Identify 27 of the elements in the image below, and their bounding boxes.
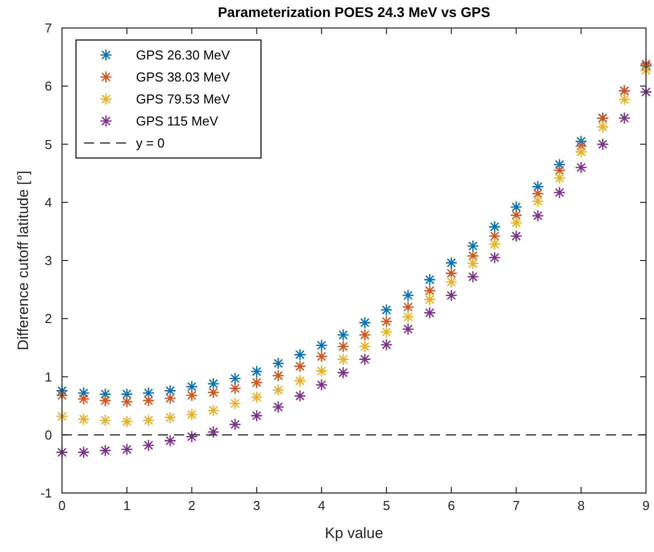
x-tick-label: 1 xyxy=(123,498,131,513)
y-tick-label: 4 xyxy=(44,194,52,210)
x-tick-label: 2 xyxy=(188,498,196,513)
x-tick-label: 7 xyxy=(512,498,520,513)
chart-title: Parameterization POES 24.3 MeV vs GPS xyxy=(218,4,490,20)
y-tick-label: 0 xyxy=(44,427,52,442)
y-tick-label: 1 xyxy=(44,369,52,384)
x-tick-label: 3 xyxy=(253,498,260,513)
y-tick-label: 6 xyxy=(44,78,52,94)
x-tick-label: 8 xyxy=(577,498,585,513)
y-tick-label: 2 xyxy=(44,311,52,326)
x-axis-title: Kp value xyxy=(324,525,384,542)
x-tick-label: 5 xyxy=(382,498,390,513)
x-tick-label: 0 xyxy=(58,498,66,513)
y-tick-label: 3 xyxy=(44,253,52,268)
legend-label: GPS 26.30 MeV xyxy=(136,48,230,63)
legend-label: GPS 38.03 MeV xyxy=(136,70,230,85)
x-tick-label: 9 xyxy=(642,498,650,513)
legend-label: y = 0 xyxy=(136,136,165,151)
legend-label: GPS 115 MeV xyxy=(136,114,218,129)
y-tick-label: 5 xyxy=(44,136,52,152)
legend-label: GPS 79.53 MeV xyxy=(136,92,230,107)
y-axis-title: Difference cutoff latitude [°] xyxy=(15,170,32,350)
y-tick-label: -1 xyxy=(40,486,52,501)
y-tick-label: 7 xyxy=(44,20,52,36)
x-tick-label: 4 xyxy=(318,498,326,513)
x-tick-label: 6 xyxy=(448,498,455,513)
